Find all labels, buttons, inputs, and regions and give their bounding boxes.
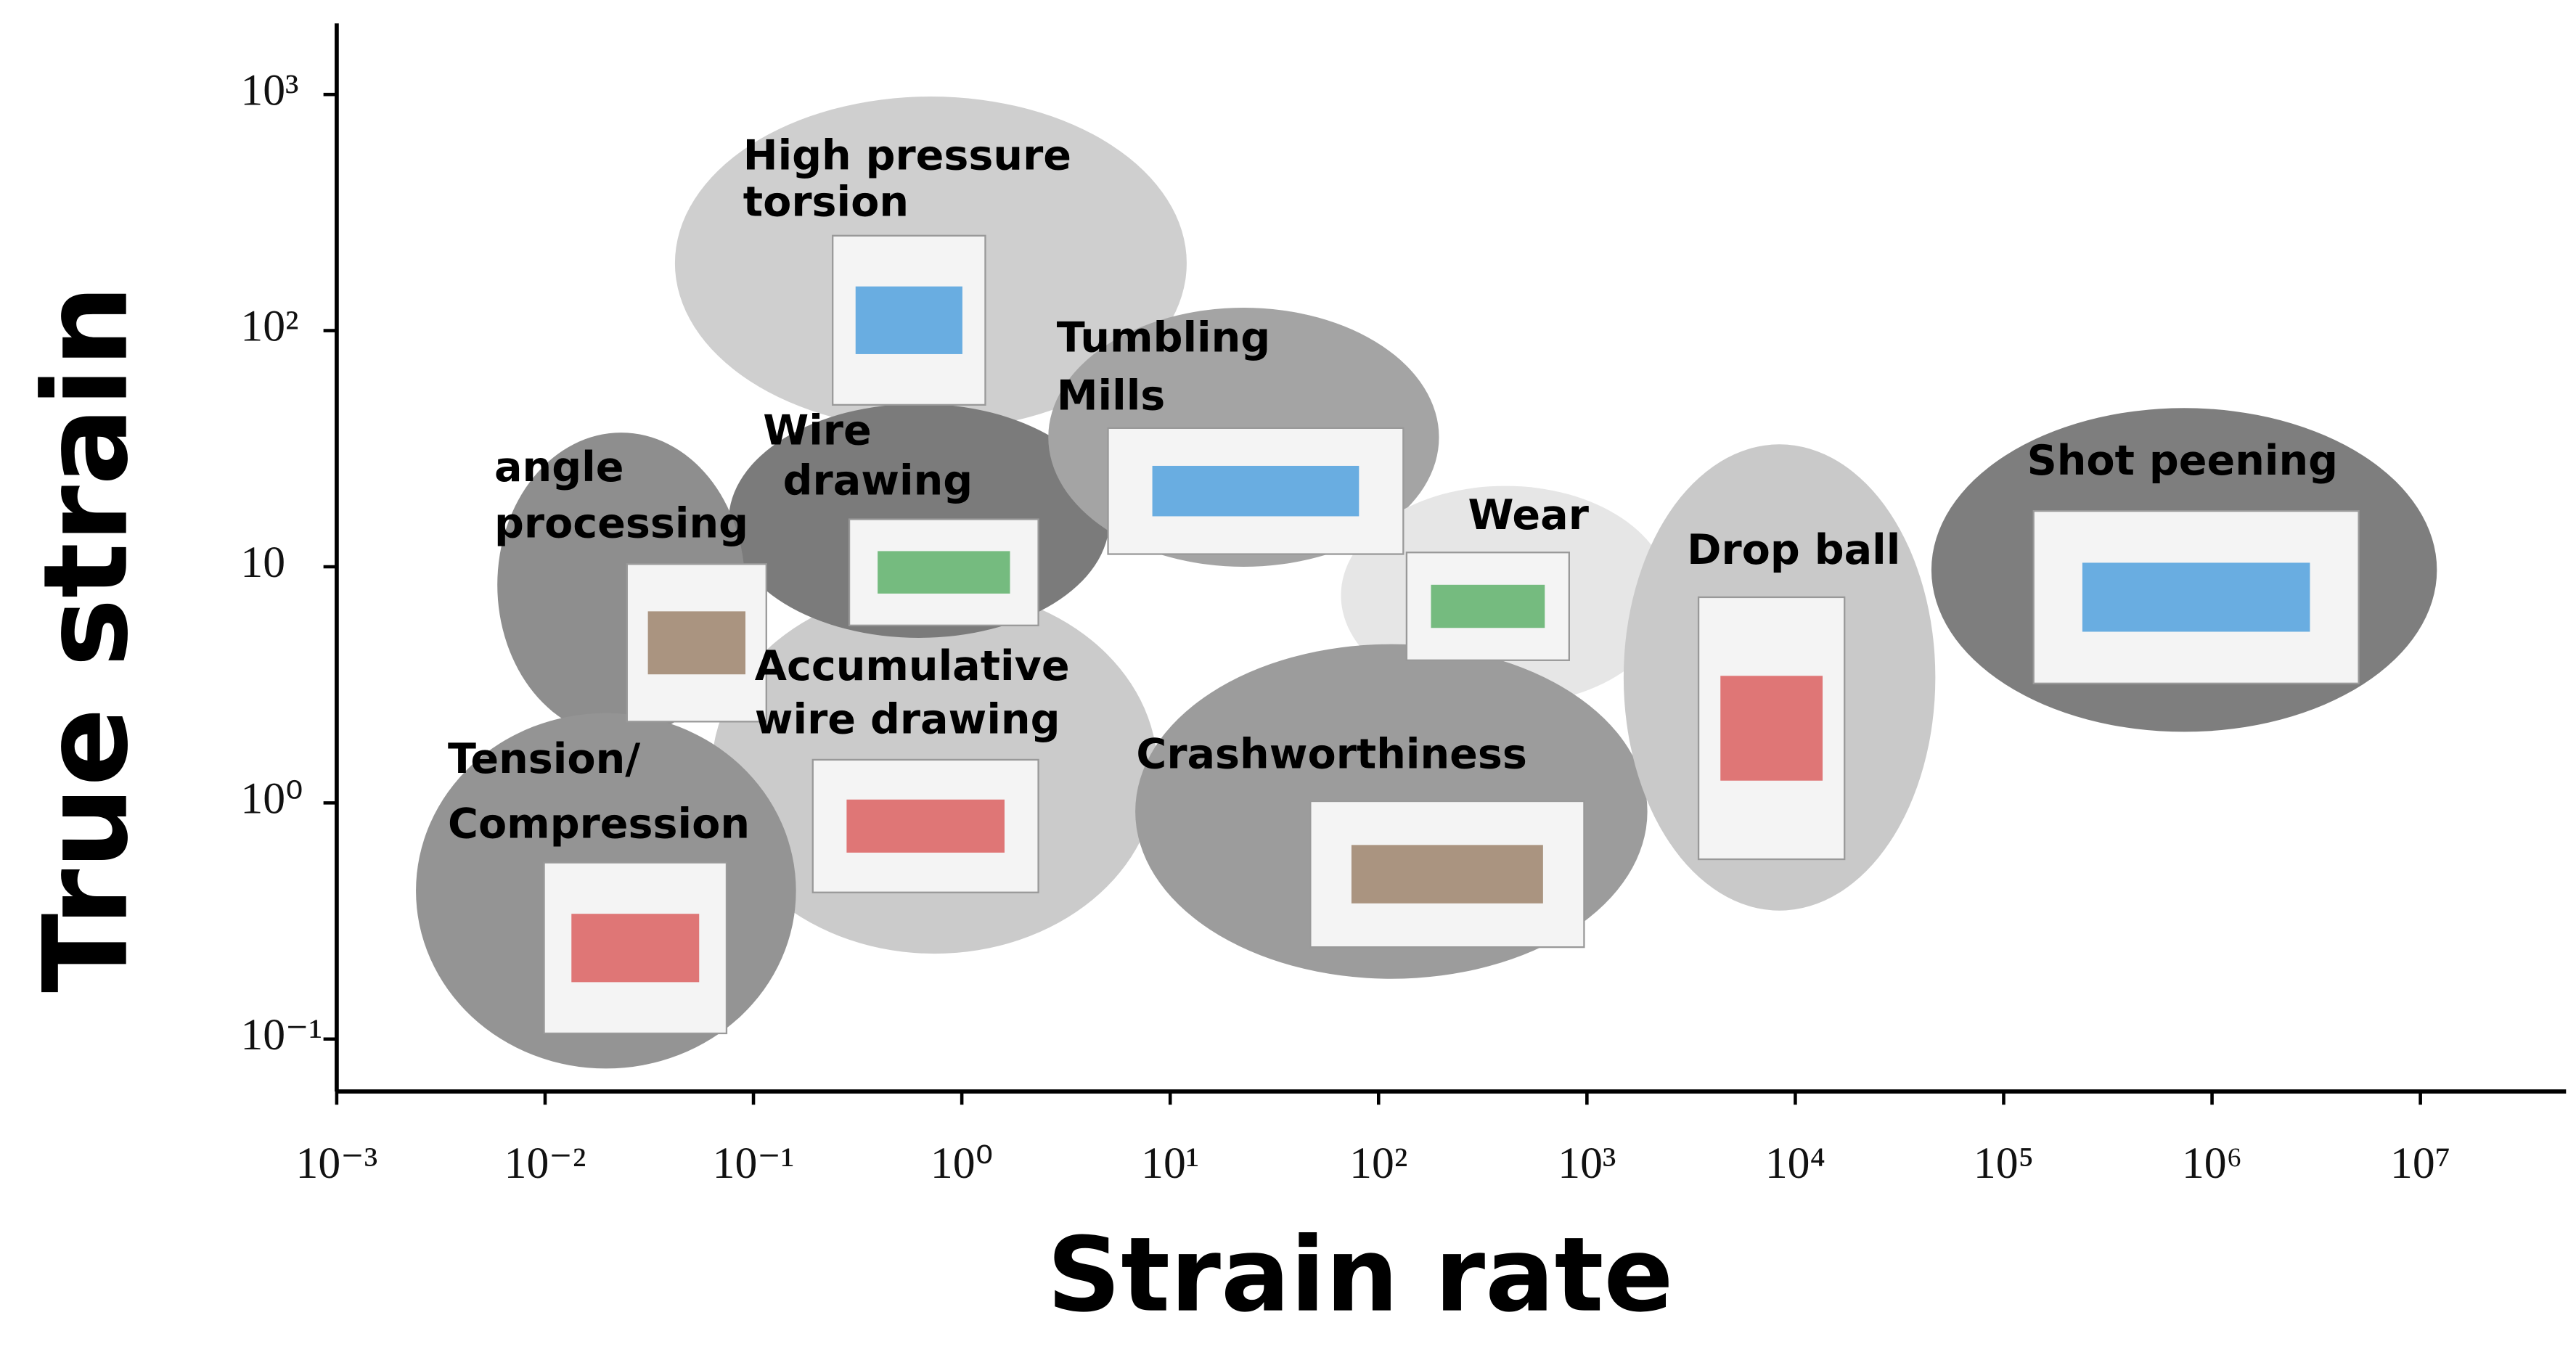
x-tick-label: 10⁶	[2182, 1139, 2242, 1188]
x-tick-label: 10⁻³	[296, 1139, 378, 1188]
region-label: wire drawing	[755, 695, 1060, 743]
region-label: Tension/	[448, 735, 640, 783]
x-tick-label: 10¹	[1141, 1139, 1199, 1188]
region-label: High pressure	[743, 131, 1071, 179]
picture-detail	[1351, 845, 1543, 904]
y-tick-label: 10²	[240, 302, 298, 351]
region-picture	[811, 758, 1039, 893]
region-picture	[1309, 800, 1585, 949]
region-picture	[543, 861, 728, 1035]
region-label: Accumulative	[755, 642, 1070, 690]
region-picture	[626, 563, 767, 723]
region-picture	[1697, 596, 1846, 861]
picture-detail	[855, 286, 962, 354]
region-picture	[848, 518, 1039, 626]
region-label: Wear	[1468, 491, 1588, 539]
region-label: processing	[494, 500, 748, 548]
region-label: Mills	[1057, 372, 1166, 420]
region-label: angle	[494, 443, 623, 491]
x-axis-title: Strain rate	[1047, 1216, 1673, 1335]
x-tick-label: 10⁻¹	[713, 1139, 795, 1188]
picture-detail	[571, 914, 700, 983]
y-axis-title: True strain	[19, 284, 154, 993]
region-label: Compression	[448, 800, 750, 848]
regions	[416, 97, 2437, 1069]
picture-detail	[2082, 562, 2310, 632]
x-tick-label: 10³	[1558, 1139, 1616, 1188]
x-tick-label: 10⁵	[1974, 1139, 2034, 1188]
region-label: drawing	[783, 456, 973, 504]
picture-detail	[1720, 676, 1823, 781]
picture-detail	[1431, 584, 1545, 628]
region-label: Shot peening	[2027, 437, 2338, 485]
region-label: torsion	[743, 178, 909, 226]
region-picture	[2032, 509, 2360, 684]
picture-detail	[647, 611, 745, 675]
region-label: Tumbling	[1057, 314, 1271, 362]
picture-detail	[846, 799, 1005, 853]
region-picture	[1405, 552, 1570, 661]
region-picture	[832, 234, 986, 406]
y-tick-label: 10	[240, 538, 285, 587]
x-tick-label: 10⁴	[1765, 1139, 1825, 1188]
x-tick-label: 10⁷	[2390, 1139, 2450, 1188]
picture-detail	[878, 551, 1010, 594]
region-picture	[1107, 427, 1404, 555]
region-label: Drop ball	[1687, 526, 1900, 574]
region-label: Wire	[763, 407, 872, 455]
x-tick-label: 10⁻²	[504, 1139, 586, 1188]
region-label: Crashworthiness	[1136, 730, 1526, 778]
picture-detail	[1152, 465, 1359, 517]
x-tick-label: 10²	[1349, 1139, 1407, 1188]
y-tick-label: 10³	[240, 65, 298, 115]
y-tick-label: 10⁰	[240, 774, 303, 824]
y-tick-label: 10⁻¹	[240, 1010, 322, 1060]
x-tick-label: 10⁰	[931, 1139, 993, 1188]
